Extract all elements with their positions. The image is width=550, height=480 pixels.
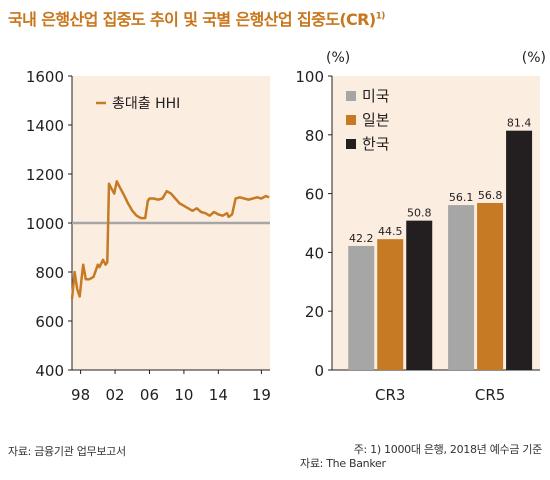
data-label: 44.5 [378, 225, 403, 238]
y-tick-label: 600 [35, 313, 64, 331]
y-tick-label: 1600 [26, 68, 64, 86]
y-tick-label: 20 [305, 303, 324, 321]
source-left: 자료: 금융기관 업무보고서 [8, 445, 126, 458]
cr-bar-chart: (%) (%) 0 20 40 60 80 100 CR3 42.2 44.5 50.8 CR5 56.1… [295, 50, 546, 404]
bar-cr5-1 [477, 203, 504, 370]
y-tick-label: 400 [35, 362, 64, 380]
source-right-block: 주: 1) 1000대 은행, 2018년 예수금 기준 자료: The Ban… [300, 443, 542, 471]
data-label: 42.2 [349, 232, 374, 245]
y-unit-right: (%) [522, 50, 546, 66]
legend-label-0: 미국 [362, 87, 390, 105]
y-tick-label: 0 [314, 362, 324, 380]
y-tick-label: 800 [35, 264, 64, 282]
legend-label-2: 한국 [362, 135, 390, 153]
bar-cr3-1 [377, 239, 404, 370]
x-category-label: CR3 [375, 386, 405, 404]
data-label: 81.4 [507, 117, 532, 130]
y-tick-label: 1200 [26, 166, 64, 184]
y-tick-label: 40 [305, 244, 324, 262]
x-tick-label: 02 [105, 386, 124, 404]
footnote: 주: 1) 1000대 은행, 2018년 예수금 기준 [353, 443, 543, 456]
x-tick-label: 98 [71, 386, 90, 404]
bar-cr5-2 [506, 130, 533, 370]
data-label: 56.8 [478, 189, 503, 202]
y-tick-label: 100 [295, 68, 324, 86]
legend-label-hhi: 총대출 HHI [112, 96, 180, 112]
legend-label-1: 일본 [362, 111, 390, 129]
x-category-label: CR5 [475, 386, 505, 404]
title-footnote-mark: 1) [375, 11, 386, 22]
legend-swatch-0 [346, 91, 356, 101]
legend-swatch-2 [346, 139, 356, 149]
bar-cr3-0 [348, 245, 375, 370]
figure-title: 국내 은행산업 집중도 추이 및 국별 은행산업 집중도(CR)1) [8, 6, 548, 30]
y-tick-label: 1400 [26, 117, 64, 135]
source-right: 자료: The Banker [300, 457, 386, 470]
data-label: 50.8 [407, 207, 432, 220]
series-line-hhi [70, 180, 270, 300]
data-label: 56.1 [449, 191, 474, 204]
x-tick-label: 19 [252, 386, 271, 404]
x-tick-label: 10 [174, 386, 193, 404]
bar-cr3-2 [406, 220, 433, 370]
x-tick-label: 14 [209, 386, 228, 404]
y-tick-label: 80 [305, 127, 324, 145]
bar-cr5-0 [448, 205, 475, 370]
hhi-line-chart: 400 600 800 1000 1200 1400 1600 98 02 06 10 14 19 총대출… [26, 68, 271, 404]
y-tick-label: 1000 [26, 215, 64, 233]
y-unit-left: (%) [326, 50, 350, 66]
y-tick-label: 60 [305, 186, 324, 204]
legend-swatch-1 [346, 115, 356, 125]
title-text: 국내 은행산업 집중도 추이 및 국별 은행산업 집중도(CR) [8, 10, 376, 29]
x-tick-label: 06 [140, 386, 159, 404]
